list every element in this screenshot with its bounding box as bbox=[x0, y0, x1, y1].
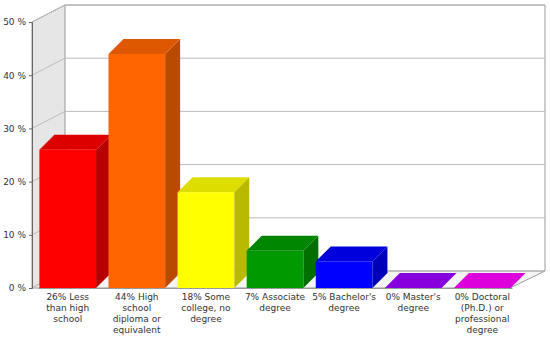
y-tick: 0 % bbox=[9, 283, 32, 293]
grid-line bbox=[32, 5, 545, 22]
x-tick: 7% Associatedegree bbox=[245, 288, 306, 313]
y-axis-line bbox=[29, 23, 33, 289]
bar-front bbox=[385, 288, 442, 289]
x-tick-label: 5% Bachelor'sdegree bbox=[312, 292, 376, 313]
y-tick-label: 30 % bbox=[3, 124, 26, 134]
y-tick: 40 % bbox=[3, 71, 32, 81]
x-tick-label: 7% Associatedegree bbox=[245, 292, 306, 313]
bar bbox=[108, 39, 180, 288]
x-tick: 0% Master'sdegree bbox=[386, 288, 441, 313]
bar bbox=[39, 135, 111, 288]
bar-top bbox=[178, 177, 250, 192]
bar bbox=[385, 273, 457, 288]
y-tick-label: 0 % bbox=[9, 283, 27, 293]
y-tick: 30 % bbox=[3, 124, 32, 134]
x-tick-label: 44% Highschooldiploma orequivalent bbox=[113, 292, 162, 335]
bar-front bbox=[247, 251, 304, 288]
y-tick-label: 40 % bbox=[3, 71, 26, 81]
grid bbox=[32, 5, 545, 288]
bar bbox=[178, 177, 250, 288]
bar-top bbox=[385, 273, 457, 288]
bar-top bbox=[39, 135, 111, 150]
y-tick-mark bbox=[29, 235, 32, 236]
y-tick-label: 50 % bbox=[3, 17, 26, 27]
y-tick: 50 % bbox=[3, 17, 32, 27]
y-tick-mark bbox=[29, 22, 32, 23]
bar-top bbox=[108, 39, 180, 54]
bar-front bbox=[108, 54, 165, 288]
bar-top bbox=[454, 273, 526, 288]
bar bbox=[316, 246, 388, 288]
y-tick-label: 20 % bbox=[3, 177, 26, 187]
chart: 0 % 10 % 20 % 30 % 40 % 50 % 26% Lessthan high… bbox=[0, 0, 550, 350]
y-tick: 10 % bbox=[3, 230, 32, 240]
bar-front bbox=[454, 288, 511, 289]
y-tick-label: 10 % bbox=[3, 230, 26, 240]
x-tick-label: 18% Somecollege, nodegree bbox=[181, 292, 231, 324]
x-tick-label: 26% Lessthan highschool bbox=[46, 292, 89, 324]
bar bbox=[454, 273, 526, 288]
y-tick-mark bbox=[29, 128, 32, 129]
bar-front bbox=[39, 150, 96, 288]
y-tick-mark bbox=[29, 182, 32, 183]
bar-top bbox=[247, 236, 319, 251]
x-tick: 5% Bachelor'sdegree bbox=[312, 288, 376, 313]
x-tick: 44% Highschooldiploma orequivalent bbox=[113, 288, 162, 335]
bars bbox=[39, 39, 525, 288]
x-tick-label: 0% Doctoral(Ph.D.) orprofessionaldegree bbox=[455, 292, 510, 335]
x-tick: 18% Somecollege, nodegree bbox=[181, 288, 231, 324]
x-axis: 26% Lessthan highschool 44% Highschooldip… bbox=[39, 288, 513, 335]
x-axis-line bbox=[39, 288, 513, 289]
x-tick-label: 0% Master'sdegree bbox=[386, 292, 441, 313]
bar bbox=[247, 236, 319, 288]
bar-top bbox=[316, 246, 388, 261]
y-tick: 20 % bbox=[3, 177, 32, 187]
y-tick-mark bbox=[29, 288, 32, 289]
y-axis: 0 % 10 % 20 % 30 % 40 % 50 % bbox=[3, 17, 32, 293]
bar-front bbox=[178, 192, 235, 288]
bar-front bbox=[316, 261, 373, 288]
x-tick: 0% Doctoral(Ph.D.) orprofessionaldegree bbox=[455, 288, 510, 335]
x-tick: 26% Lessthan highschool bbox=[46, 288, 89, 324]
y-tick-mark bbox=[29, 75, 32, 76]
